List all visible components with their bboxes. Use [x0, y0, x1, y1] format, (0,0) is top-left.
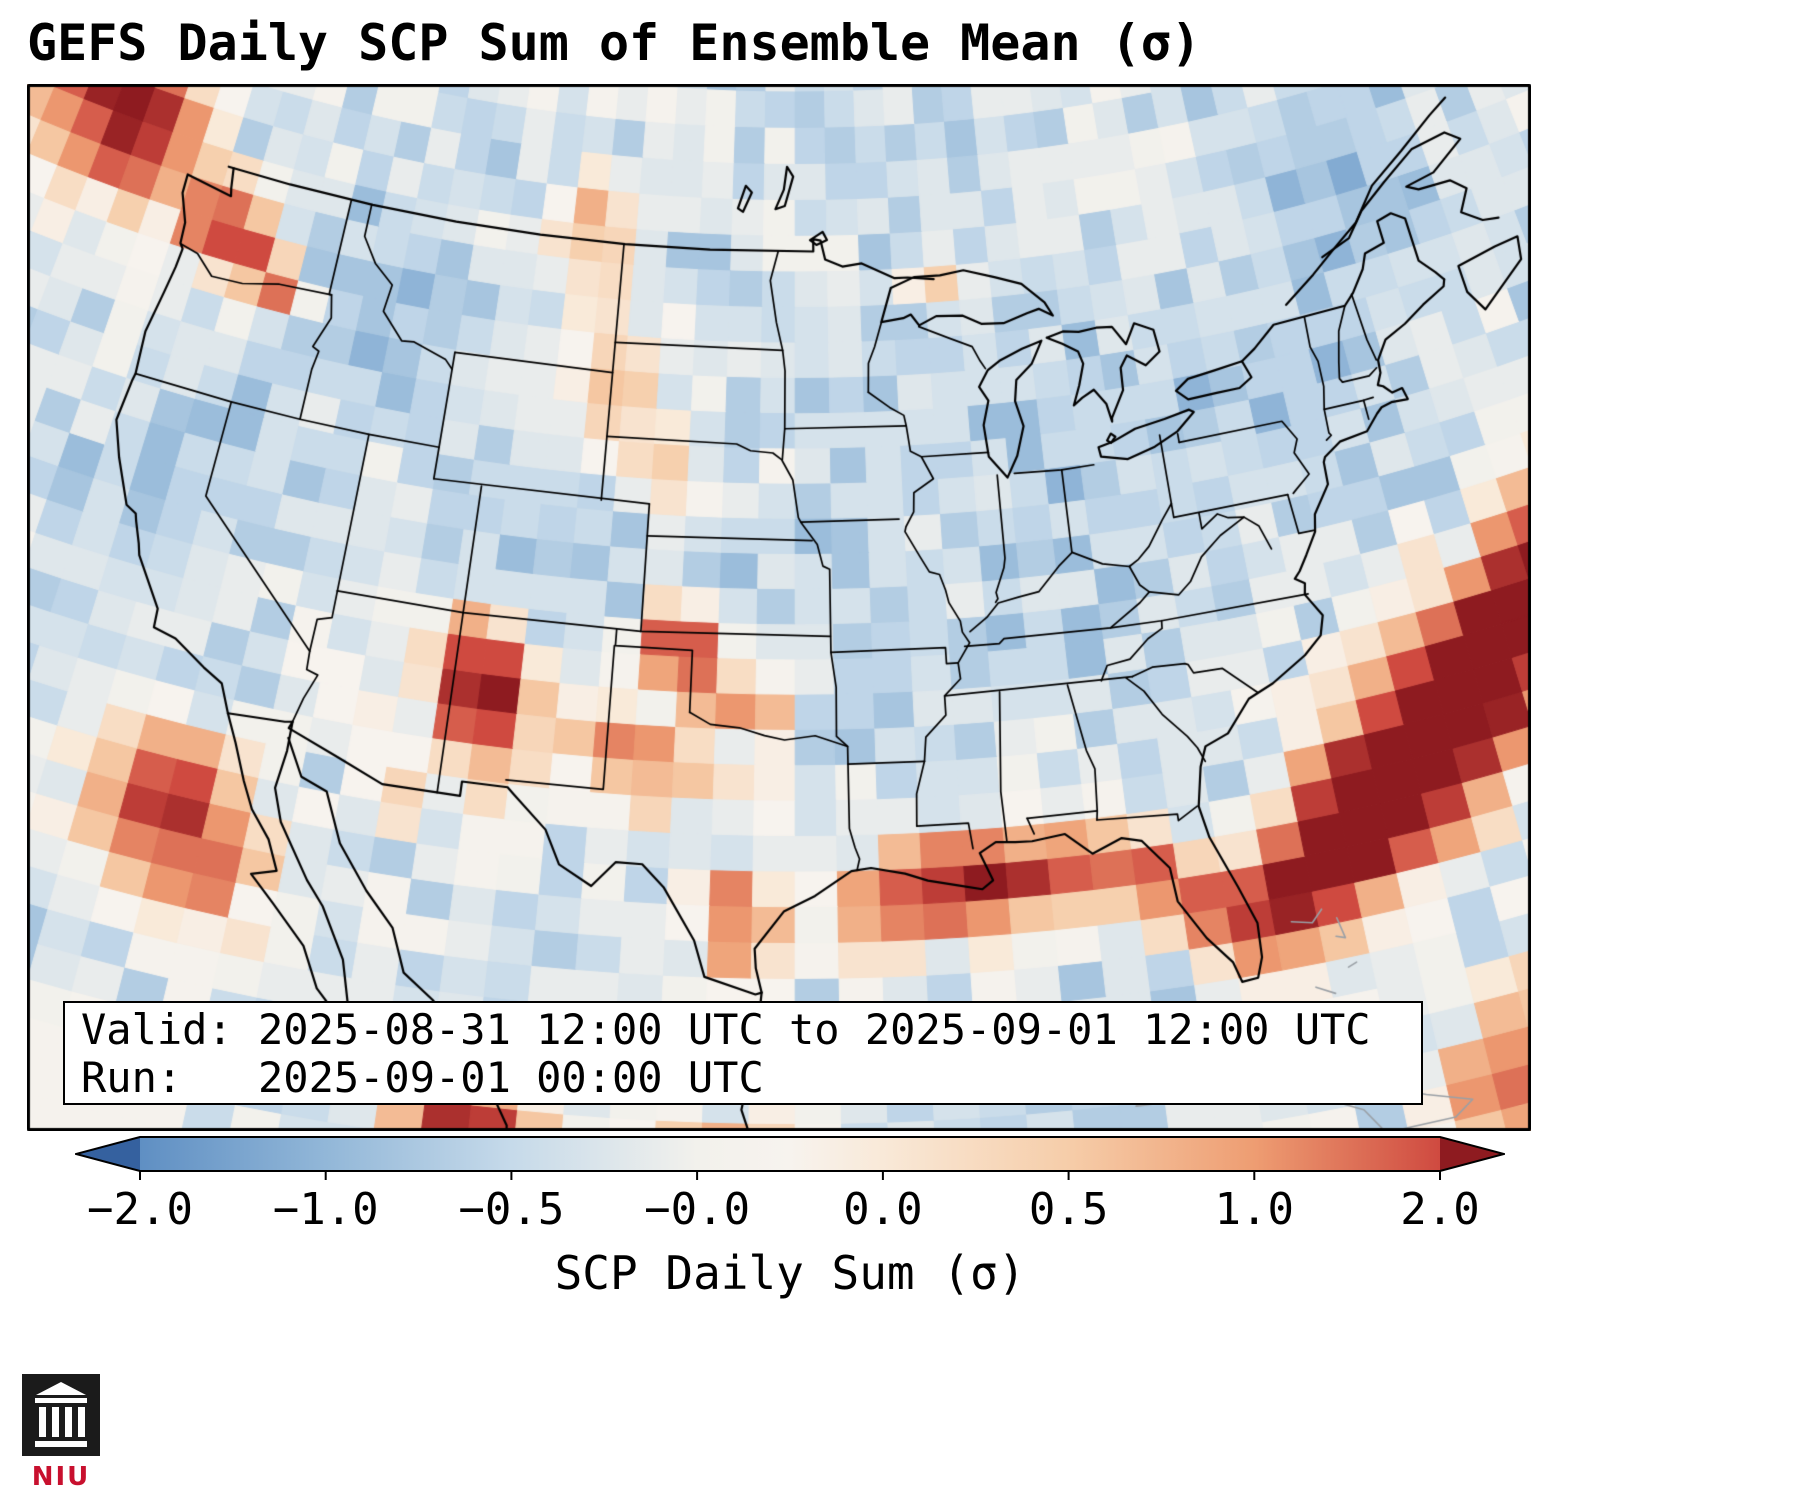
colorbar-left-arrow	[76, 1137, 140, 1171]
colorbar-tick-label: 1.0	[1214, 1184, 1295, 1235]
colorbar-tick-label: 2.0	[1400, 1184, 1480, 1235]
colorbar-gradient	[140, 1137, 1440, 1171]
map-panel: Valid: 2025-08-31 12:00 UTC to 2025-09-0…	[27, 84, 1531, 1131]
building-columns-icon	[22, 1374, 100, 1456]
scp-map	[27, 84, 1531, 1131]
colorbar-tick-label: −1.0	[272, 1184, 379, 1235]
colorbar-tick-label: 0.5	[1028, 1184, 1109, 1235]
niu-logo-text: NIU	[31, 1462, 91, 1492]
run-time-line: Run: 2025-09-01 00:00 UTC	[81, 1053, 764, 1102]
niu-logo: NIU	[22, 1374, 100, 1492]
valid-time-line: Valid: 2025-08-31 12:00 UTC to 2025-09-0…	[81, 1005, 1371, 1054]
colorbar-tick-label: 0.0	[843, 1184, 923, 1235]
colorbar-right-arrow	[1440, 1137, 1504, 1171]
colorbar-tick-label: −0.5	[458, 1184, 565, 1235]
colorbar	[75, 1136, 1505, 1180]
colorbar-tick-label: −2.0	[87, 1184, 193, 1235]
colorbar-tick-label: −0.0	[644, 1184, 751, 1235]
colorbar-axis-label: SCP Daily Sum (σ)	[554, 1246, 1026, 1300]
page-title: GEFS Daily SCP Sum of Ensemble Mean (σ)	[27, 14, 1201, 72]
colorbar-tick-marks	[139, 1171, 1441, 1180]
forecast-validity-box: Valid: 2025-08-31 12:00 UTC to 2025-09-0…	[63, 1001, 1423, 1105]
colorbar-ticks: −2.0 −1.0 −0.5 −0.0 0.0 0.5 1.0 2.0	[75, 1184, 1505, 1235]
